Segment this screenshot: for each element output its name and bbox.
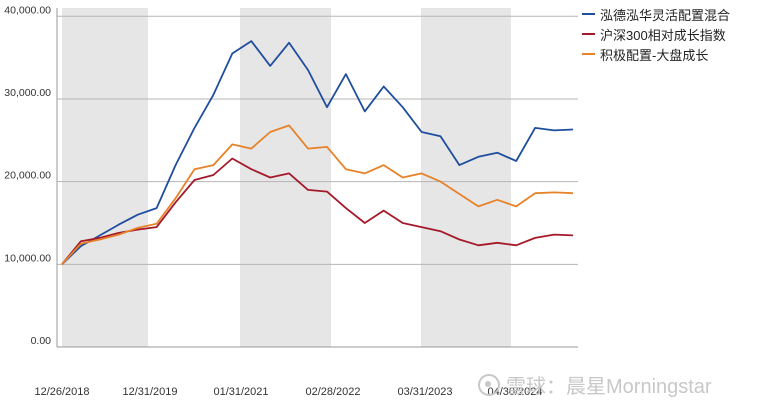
shaded-band-2 (421, 8, 511, 347)
shaded-band-1 (240, 8, 331, 347)
y-tick-label-2: 20,000.00 (4, 170, 51, 182)
legend-item-category: 积极配置-大盘成长 (582, 44, 757, 64)
legend-item-index: 沪深300相对成长指数 (582, 24, 757, 44)
x-tick-label-1: 12/31/2019 (122, 386, 177, 398)
series-line-0 (61, 40, 574, 265)
series-line-2 (61, 124, 574, 265)
xueqiu-logo-icon (478, 373, 500, 396)
x-tick-label-2: 01/31/2021 (213, 386, 268, 398)
legend-label-category: 积极配置-大盘成长 (600, 47, 709, 63)
x-tick-label-0: 12/26/2018 (34, 386, 89, 398)
series-line-1 (61, 157, 574, 265)
legend-swatch-fund (582, 13, 595, 15)
watermark: 雪球：晨星Morningstar (478, 370, 712, 399)
watermark-text: 雪球：晨星Morningstar (506, 376, 712, 398)
legend: 泓德泓华灵活配置混合 沪深300相对成长指数 积极配置-大盘成长 (582, 4, 757, 64)
legend-swatch-category (582, 53, 595, 55)
y-tick-label-3: 30,000.00 (4, 87, 51, 99)
legend-label-index: 沪深300相对成长指数 (600, 27, 726, 43)
y-tick-label-1: 10,000.00 (4, 252, 51, 264)
y-tick-label-4: 40,000.00 (4, 4, 51, 16)
x-tick-label-5: 04/30/2024 (487, 386, 542, 398)
x-tick-label-4: 03/31/2023 (397, 386, 452, 398)
y-tick-label-0: 0.00 (31, 335, 52, 347)
x-tick-label-3: 02/28/2022 (305, 386, 360, 398)
legend-label-fund: 泓德泓华灵活配置混合 (600, 7, 731, 23)
legend-item-fund: 泓德泓华灵活配置混合 (582, 4, 757, 24)
shaded-band-0 (62, 8, 148, 347)
legend-swatch-index (582, 33, 595, 35)
